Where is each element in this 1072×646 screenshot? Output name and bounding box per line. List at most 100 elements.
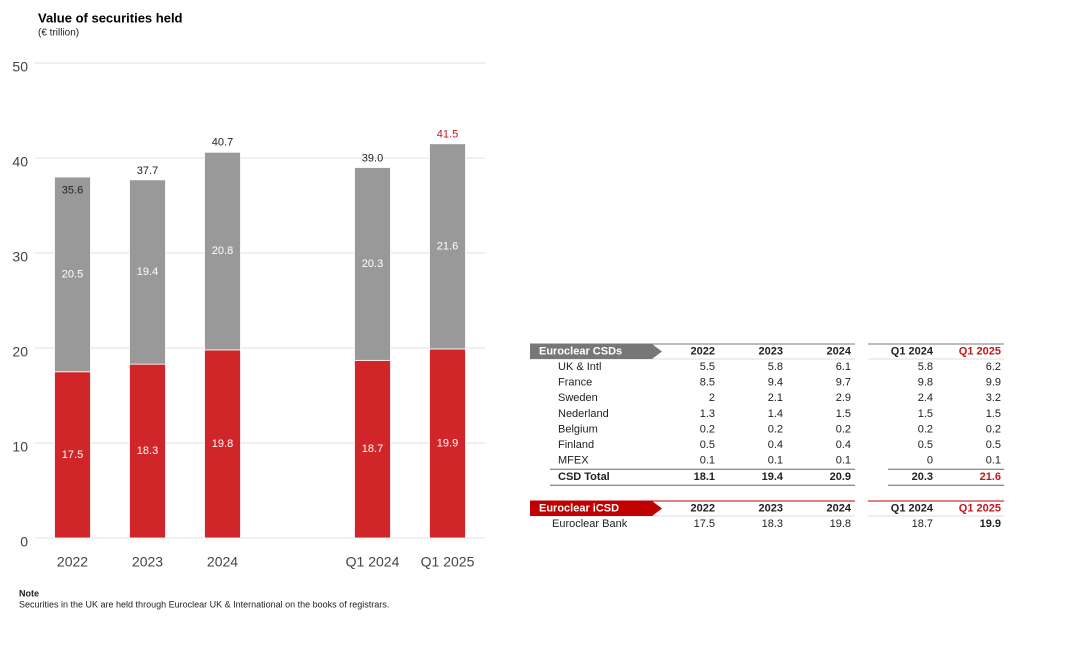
y-tick-label: 10 — [12, 439, 28, 455]
cell: 0.2 — [768, 423, 783, 435]
cell: 0.5 — [986, 439, 1001, 451]
cell: 18.3 — [762, 518, 783, 530]
cell: 17.5 — [694, 518, 715, 530]
cell: 1.3 — [700, 408, 715, 420]
row-label: Sweden — [558, 392, 598, 404]
chart-subtitle: (€ trillion) — [38, 28, 79, 39]
total-label: 35.6 — [62, 185, 83, 197]
cell: 0.1 — [836, 455, 851, 467]
x-tick-label: Q1 2025 — [421, 554, 475, 570]
total-label: 40.7 — [212, 136, 233, 148]
cell: 0 — [927, 455, 933, 467]
cell: 6.2 — [986, 361, 1001, 373]
segment-label: 19.9 — [437, 437, 458, 449]
cell: 19.8 — [830, 518, 851, 530]
y-tick-label: 30 — [12, 249, 28, 265]
segment-label: 19.4 — [137, 266, 158, 278]
cell: 2.4 — [918, 392, 933, 404]
row-label: Euroclear Bank — [552, 518, 628, 530]
note-text: Securities in the UK are held through Eu… — [19, 599, 389, 609]
cell: 1.5 — [918, 408, 933, 420]
table-title: Euroclear CSDs — [539, 345, 622, 357]
cell: 1.5 — [986, 408, 1001, 420]
cell: 0.4 — [768, 439, 783, 451]
cell: 0.1 — [768, 455, 783, 467]
x-tick-label: 2022 — [57, 554, 88, 570]
total-cell: 21.6 — [980, 471, 1001, 483]
x-tick-label: 2024 — [207, 554, 238, 570]
row-label: Nederland — [558, 408, 609, 420]
total-label: 41.5 — [437, 129, 458, 141]
bar-segment — [354, 167, 391, 361]
segment-label: 19.8 — [212, 438, 233, 450]
y-tick-label: 50 — [12, 59, 28, 75]
cell: 0.2 — [700, 423, 715, 435]
cell: 9.7 — [836, 377, 851, 389]
cell: 2.9 — [836, 392, 851, 404]
total-cell: 18.1 — [694, 471, 715, 483]
row-label: UK & Intl — [558, 361, 601, 373]
cell: 1.5 — [836, 408, 851, 420]
cell: 3.2 — [986, 392, 1001, 404]
total-label: 37.7 — [137, 165, 158, 177]
cell: 1.4 — [768, 408, 783, 420]
cell: 0.1 — [700, 455, 715, 467]
cell: 0.2 — [986, 423, 1001, 435]
column-header: 2022 — [691, 502, 715, 514]
column-header: 2024 — [827, 345, 852, 357]
row-label: MFEX — [558, 455, 589, 467]
bar-segment — [429, 348, 466, 539]
x-tick-label: Q1 2024 — [346, 554, 400, 570]
total-label: 39.0 — [362, 152, 383, 164]
table-title: Euroclear iCSD — [539, 502, 619, 514]
total-cell: 20.3 — [912, 471, 933, 483]
cell: 0.1 — [986, 455, 1001, 467]
column-header: Q1 2024 — [891, 345, 934, 357]
table-header-tag — [530, 501, 662, 516]
segment-label: 20.5 — [62, 268, 83, 280]
chart-title: Value of securities held — [38, 10, 183, 25]
column-header: Q1 2024 — [891, 502, 934, 514]
cell: 9.4 — [768, 377, 783, 389]
total-cell: 20.9 — [830, 471, 851, 483]
note-title: Note — [19, 588, 39, 598]
bar-segment — [54, 371, 91, 539]
table-header-tag — [530, 344, 662, 359]
bar-segment — [429, 143, 466, 350]
cell: 5.8 — [768, 361, 783, 373]
cell: 5.5 — [700, 361, 715, 373]
x-tick-label: 2023 — [132, 554, 163, 570]
cell: 5.8 — [918, 361, 933, 373]
segment-label: 18.7 — [362, 443, 383, 455]
cell: 9.9 — [986, 377, 1001, 389]
column-header: 2024 — [827, 502, 852, 514]
segment-label: 20.3 — [362, 258, 383, 270]
bar-segment — [129, 179, 166, 365]
segment-label: 20.8 — [212, 245, 233, 257]
column-header: Q1 2025 — [959, 502, 1001, 514]
bar-segment — [204, 151, 241, 351]
row-label: France — [558, 377, 592, 389]
cell: 9.8 — [918, 377, 933, 389]
cell: 2 — [709, 392, 715, 404]
cell: 0.4 — [836, 439, 851, 451]
cell: 0.5 — [918, 439, 933, 451]
column-header: 2023 — [759, 502, 783, 514]
cell: 2.1 — [768, 392, 783, 404]
column-header: Q1 2025 — [959, 345, 1001, 357]
cell: 8.5 — [700, 377, 715, 389]
cell: 0.5 — [700, 439, 715, 451]
y-tick-label: 20 — [12, 344, 28, 360]
segment-label: 18.3 — [137, 445, 158, 457]
y-tick-label: 40 — [12, 154, 28, 170]
cell: 19.9 — [980, 518, 1001, 530]
segment-label: 21.6 — [437, 240, 458, 252]
row-label: Belgium — [558, 423, 598, 435]
row-label: Finland — [558, 439, 594, 451]
bar-segment — [354, 359, 391, 539]
cell: 6.1 — [836, 361, 851, 373]
cell: 18.7 — [912, 518, 933, 530]
segment-label: 17.5 — [62, 449, 83, 461]
